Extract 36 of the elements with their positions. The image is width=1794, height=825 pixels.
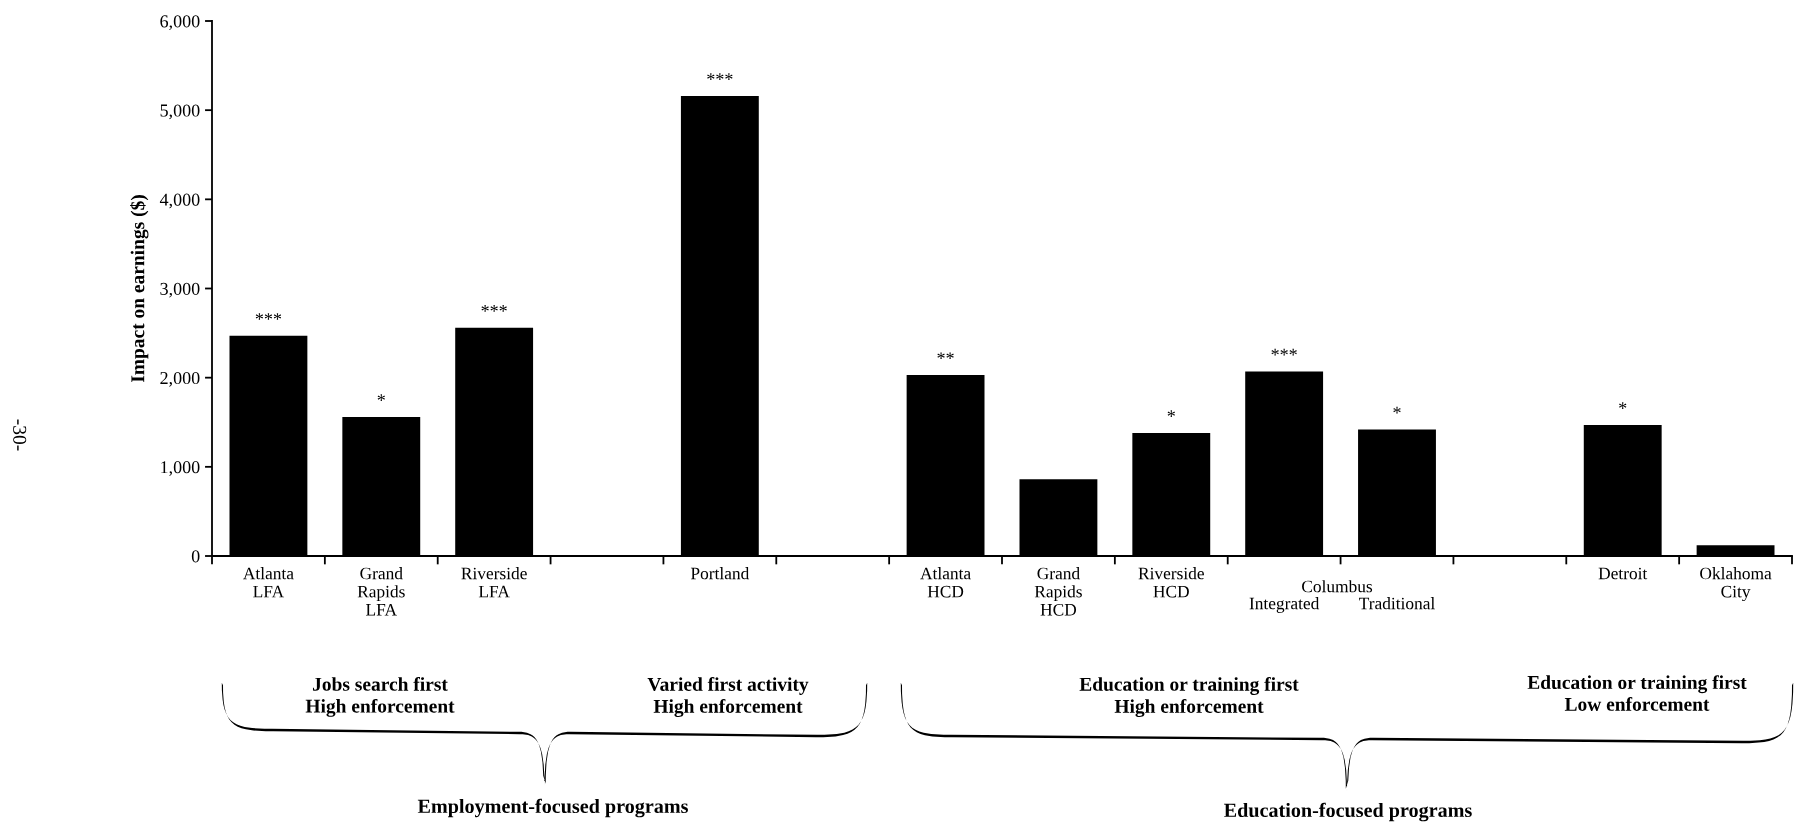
data-label: ***: [1271, 348, 1297, 356]
text: Education or training first High enforcement: [1079, 676, 1299, 718]
data-label: ***: [481, 305, 507, 312]
y-tick-label: 2,000: [160, 371, 200, 387]
y-tick-label: 6,000: [160, 15, 200, 31]
y-tick-label: 4,000: [159, 193, 200, 209]
y-axis-title: Impact on earnings ($): [130, 195, 149, 383]
x-tick-label: Portland: [690, 567, 750, 580]
data-label: **: [937, 352, 954, 359]
data-label: *: [1167, 410, 1175, 417]
y-tick-label: 0: [191, 550, 200, 563]
data-label: *: [377, 394, 385, 401]
text: Employment-focused programs: [417, 798, 688, 818]
x-tick-label: Detroit: [1598, 567, 1648, 580]
data-label: ***: [255, 313, 282, 320]
data-label: *: [1393, 406, 1401, 414]
x-tick-label: Atlanta LFA: [243, 567, 294, 598]
x-tick-label: Grand Rapids LFA: [357, 567, 405, 616]
x-tick-label: Riverside LFA: [461, 567, 527, 598]
text: -30-: [13, 419, 27, 451]
text: Columbus: [1302, 580, 1373, 593]
y-tick-label: 1,000: [161, 461, 200, 476]
data-label: ***: [707, 73, 733, 80]
x-tick-label: Integrated: [1249, 597, 1320, 613]
text: Jobs search first High enforcement: [305, 676, 455, 717]
text: Education or training first Low enforcement: [1527, 675, 1747, 711]
x-tick-label: Atlanta HCD: [920, 567, 971, 598]
y-tick-label: 5,000: [160, 104, 200, 120]
x-tick-label: Grand Rapids HCD: [1034, 567, 1082, 616]
x-tick-label: Oklahoma City: [1700, 567, 1772, 602]
y-tick-label: 3,000: [160, 282, 200, 298]
text: Varied first activity High enforcement: [647, 677, 809, 717]
x-tick-label: Riverside HCD: [1138, 567, 1204, 598]
data-label: *: [1619, 402, 1627, 409]
x-tick-label: Traditional: [1359, 597, 1435, 610]
text: Education-focused programs: [1224, 802, 1472, 822]
